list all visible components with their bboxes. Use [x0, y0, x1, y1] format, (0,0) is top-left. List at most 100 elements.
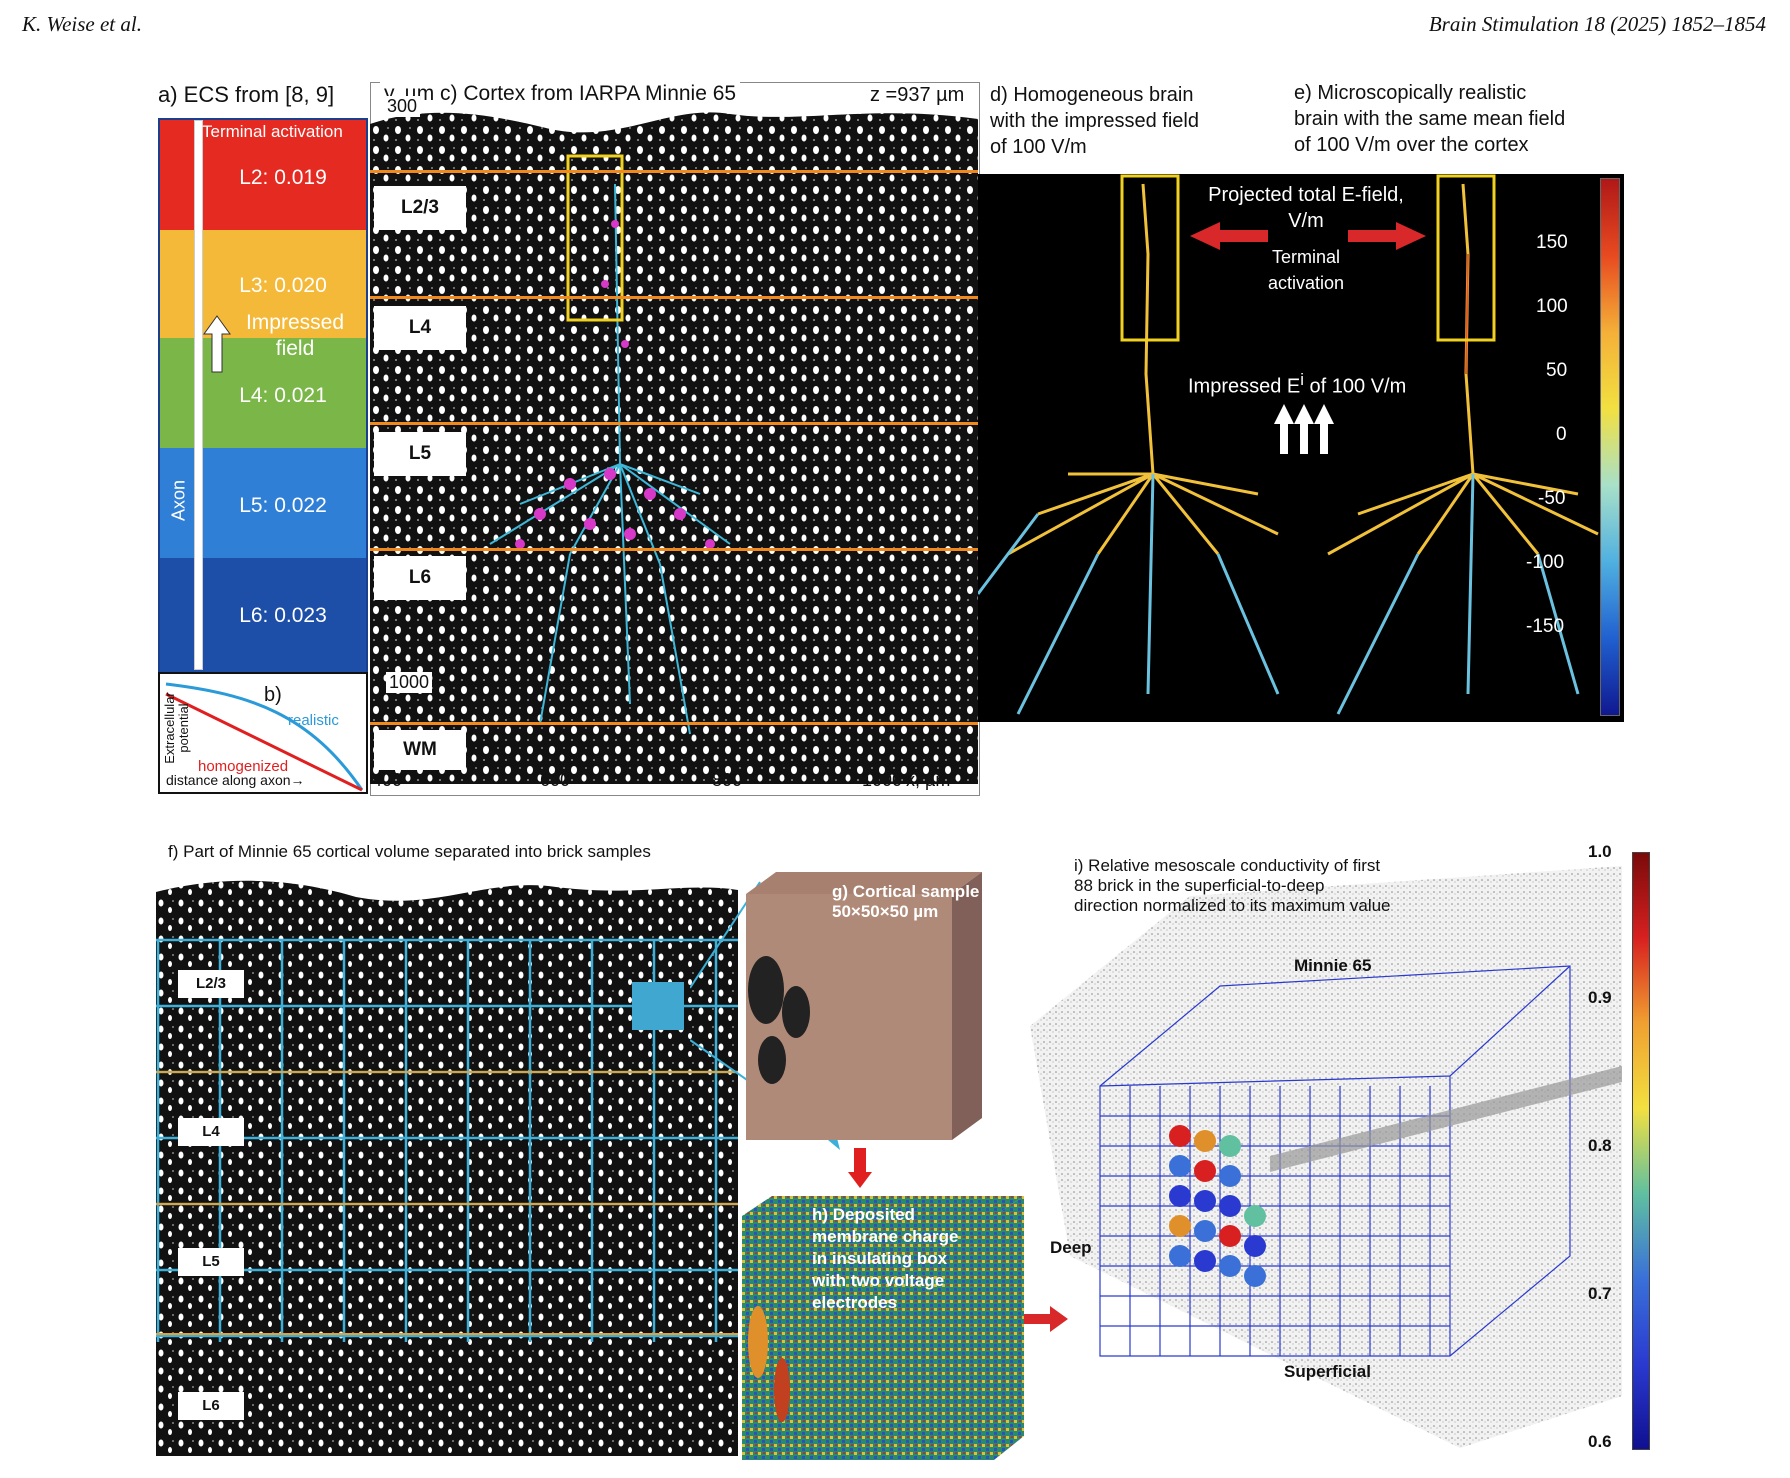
panel-i-title-line2: 88 brick in the superficial-to-deep — [1074, 876, 1325, 895]
deep-label: Deep — [1050, 1238, 1092, 1257]
layer-boundary-4 — [370, 548, 978, 551]
efield-tick-m100: -100 — [1526, 552, 1565, 573]
author-header: K. Weise et al. — [22, 12, 142, 36]
realistic-label: realistic — [288, 712, 339, 729]
homogenized-label: homogenized — [198, 758, 289, 775]
impressed-e-sup: i — [1300, 370, 1304, 389]
brick-layer-l23: L2/3 — [178, 970, 244, 998]
panel-h-line2: membrane charge — [812, 1227, 959, 1246]
efield-tick-50: 50 — [1546, 360, 1568, 381]
cortical-sample-cube: g) Cortical sample 50×50×50 µm — [746, 872, 982, 1140]
panel-d-title-line3: of 100 V/m — [990, 136, 1087, 158]
panel-h-line5: electrodes — [812, 1293, 898, 1312]
right-arrow-icon — [1348, 222, 1426, 250]
realistic-curve — [165, 682, 364, 791]
x-tick-800: 800 — [712, 770, 743, 790]
x-tick-1000: 1000 — [862, 770, 903, 790]
impressed-label-line1: Impressed — [245, 311, 345, 334]
impressed-arrows-icon — [1274, 404, 1334, 454]
panel-e-title-line2: brain with the same mean field — [1294, 108, 1566, 130]
efield-tick-150: 150 — [1536, 232, 1568, 253]
panel-i-title-line1: i) Relative mesoscale conductivity of fi… — [1074, 856, 1381, 875]
conductivity-grid-render — [1030, 866, 1622, 1448]
y-tick-1000: 1000 — [386, 672, 433, 693]
x-tick-600: 600 — [540, 770, 571, 790]
cortex-texture — [370, 112, 978, 784]
panel-h-line3: in insulating box — [812, 1249, 948, 1268]
ecs-l3-value: L3: 0.020 — [239, 274, 327, 297]
terminal-line2: activation — [1267, 273, 1345, 293]
panel-i-title-line3: direction normalized to its maximum valu… — [1074, 896, 1391, 915]
panel-g-title-line2: 50×50×50 µm — [832, 902, 939, 921]
axon-line — [194, 120, 203, 670]
ecs-l6-value: L6: 0.023 — [239, 604, 327, 627]
z-label: z =937 µm — [866, 84, 969, 107]
efield-tick-m150: -150 — [1526, 616, 1565, 637]
panel-d-title-line1: d) Homogeneous brain — [990, 84, 1194, 106]
conductivity-render: i) Relative mesoscale conductivity of fi… — [1030, 836, 1622, 1448]
h-to-i-arrow-icon — [1024, 1306, 1068, 1332]
impressed-e-text: Impressed E — [1188, 375, 1301, 398]
potential-curves — [165, 682, 364, 792]
terminal-activation-label: Terminal activation — [202, 122, 343, 141]
sample-cube-render — [746, 872, 982, 1140]
efield-tick-m50: -50 — [1538, 488, 1566, 509]
neuron-right-basal — [1336, 473, 1580, 715]
brick-layer-l6: L6 — [178, 1392, 244, 1420]
neuron-dendrites — [489, 183, 731, 735]
cortex-image — [370, 84, 978, 784]
impressed-label-line2: field — [275, 337, 315, 360]
brick-grid — [156, 880, 738, 1456]
x-tick-400: 400 — [372, 770, 403, 790]
cond-tick-0-9: 0.9 — [1588, 988, 1612, 1007]
panel-h-line4: with two voltage — [812, 1271, 945, 1290]
synapse-dots — [515, 220, 715, 549]
efield-colorbar — [1600, 178, 1620, 716]
panel-e-title: e) Microscopically realistic brain with … — [1294, 80, 1565, 158]
impressed-e-tail: of 100 V/m — [1303, 375, 1407, 398]
journal-header: Brain Stimulation 18 (2025) 1852–1854 — [1428, 12, 1766, 36]
panel-f-title: f) Part of Minnie 65 cortical volume sep… — [168, 842, 651, 861]
impressed-e-label: Impressed Ei of 100 V/m — [1188, 370, 1406, 399]
panel-b-plot: b) realistic homogenized distance along … — [158, 672, 368, 794]
projected-line2: V/m — [1288, 210, 1324, 232]
projected-line1: Projected total E-field, — [1208, 184, 1404, 206]
panel-b-xlabel: distance along axon→ — [166, 772, 305, 788]
panel-a-title: a) ECS from [8, 9] — [158, 82, 335, 107]
cond-tick-0-7: 0.7 — [1588, 1284, 1612, 1303]
efield-tick-100: 100 — [1536, 296, 1568, 317]
cond-tick-0-8: 0.8 — [1588, 1136, 1612, 1155]
neuron-left-basal — [978, 473, 1280, 715]
conductivity-spheres — [1169, 1125, 1266, 1287]
terminal-line1: Terminal — [1271, 247, 1341, 267]
panel-g-title: g) Cortical sample 50×50×50 µm — [832, 882, 979, 922]
projected-label: Projected total E-field, V/m — [1186, 182, 1426, 234]
layer-boundary-3 — [370, 422, 978, 425]
layer-label-l5: L5 — [374, 432, 466, 476]
brick-layer-l5: L5 — [178, 1248, 244, 1276]
impressed-field-arrow-icon — [203, 315, 231, 373]
ecs-l2-value: L2: 0.019 — [239, 166, 327, 189]
layer-label-l6: L6 — [374, 556, 466, 600]
axon-label: Axon — [168, 479, 189, 522]
layer-boundary-5 — [370, 722, 978, 725]
panel-h-title: h) Deposited membrane charge in insulati… — [812, 1204, 958, 1314]
terminal-box — [566, 154, 624, 322]
panel-d-title: d) Homogeneous brain with the impressed … — [990, 82, 1199, 160]
ecs-l5-value: L5: 0.022 — [239, 494, 327, 517]
panel-h-line1: h) Deposited — [812, 1205, 915, 1224]
panel-d-title-line2: with the impressed field — [990, 110, 1199, 132]
panel-e-title-line3: of 100 V/m over the cortex — [1294, 134, 1529, 156]
axon-label-box: Axon — [164, 440, 194, 580]
neuron-render — [978, 174, 1599, 715]
y-tick-300: 300 — [384, 96, 421, 117]
panel-i-title: i) Relative mesoscale conductivity of fi… — [1074, 856, 1391, 916]
efield-render: Projected total E-field, V/m Terminal ac… — [978, 174, 1624, 722]
homogenized-curve — [165, 692, 363, 792]
panel-g-title-line1: g) Cortical sample — [832, 882, 980, 901]
minnie-label: Minnie 65 — [1294, 956, 1372, 975]
layer-boundary-1 — [370, 170, 978, 173]
neuron-left — [1007, 183, 1279, 556]
panel-e-title-line1: e) Microscopically realistic — [1294, 82, 1527, 104]
ecs-l4-value: L4: 0.021 — [239, 384, 327, 407]
